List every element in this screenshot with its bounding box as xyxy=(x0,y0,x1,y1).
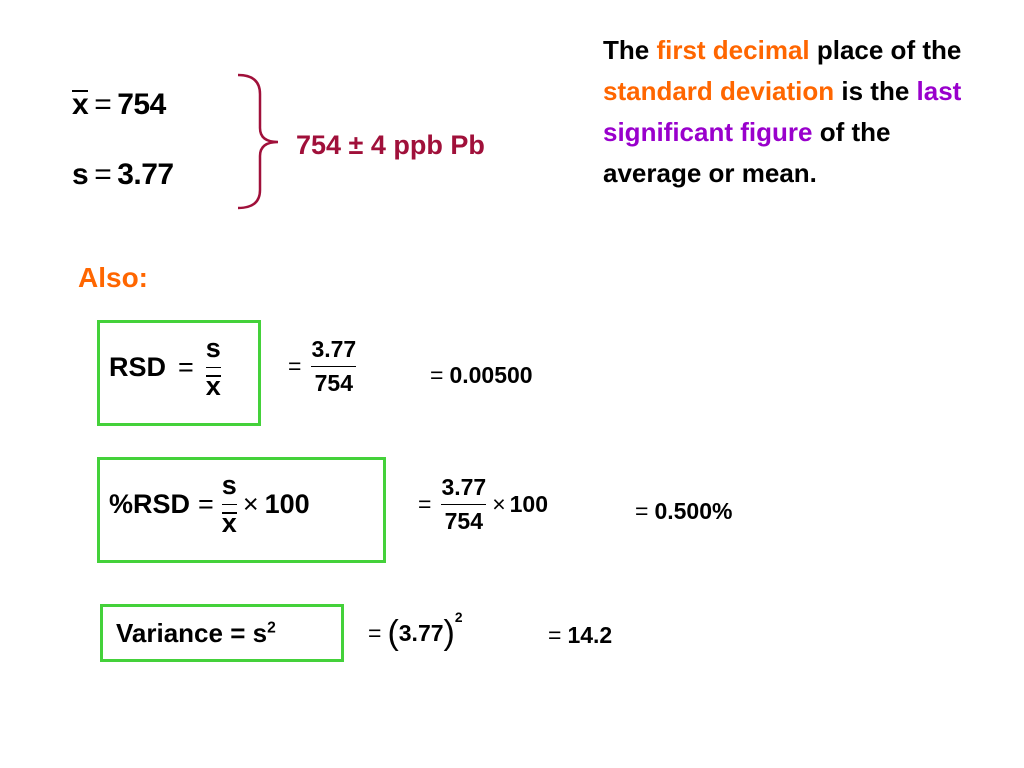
percent-rsd-result: = 0.500% xyxy=(635,498,732,525)
percent-rsd-label: %RSD xyxy=(109,489,191,519)
hundred-value: 100 xyxy=(264,489,310,519)
variance-exponent: 2 xyxy=(267,619,276,637)
variance-result-value: 14.2 xyxy=(567,622,613,648)
rsd-result-value: 0.00500 xyxy=(449,362,533,388)
percent-rsd-formula-box: %RSD = s x × 100 xyxy=(97,457,386,563)
rsd-label: RSD xyxy=(109,352,167,382)
equals-sign: = xyxy=(178,352,194,382)
open-paren: ( xyxy=(387,614,399,652)
fraction-numerator: s xyxy=(221,470,237,500)
note-highlight-standard-deviation: standard deviation xyxy=(603,76,835,106)
fraction-bar xyxy=(221,504,237,505)
equals-sign: = xyxy=(635,498,649,524)
equals-sign: = xyxy=(94,158,112,191)
x-bar-symbol: x xyxy=(221,508,237,538)
s-over-xbar-fraction: s x xyxy=(205,333,221,401)
sd-value: 3.77 xyxy=(117,158,174,191)
fraction-numerator: s xyxy=(205,333,221,363)
percent-rsd-substitution: = 3.77 754 × 100 xyxy=(418,476,548,533)
fraction-bar xyxy=(441,504,487,505)
close-paren: ) xyxy=(443,614,455,652)
sd-equation: s = 3.77 xyxy=(72,158,174,192)
mean-equation: x = 754 xyxy=(72,88,166,122)
fraction-numerator: 3.77 xyxy=(311,336,357,362)
note-text-2: place of the xyxy=(809,35,962,65)
rsd-substituted-fraction: 3.77 754 xyxy=(311,336,357,396)
fraction-denominator: 754 xyxy=(444,508,483,534)
note-highlight-last-significant-figure: last significant figure xyxy=(603,76,962,147)
times-sign: × xyxy=(492,491,506,517)
rsd-formula-box: RSD = s x xyxy=(97,320,261,426)
squared-exponent: 2 xyxy=(454,610,463,625)
fraction-bar xyxy=(311,366,357,367)
also-label: Also: xyxy=(78,262,148,293)
times-sign: × xyxy=(242,489,259,519)
fraction-numerator: 3.77 xyxy=(441,474,487,500)
note-text-1: The xyxy=(603,35,657,65)
note-highlight-first-decimal: first decimal xyxy=(656,35,810,65)
curly-brace-icon xyxy=(237,73,279,210)
s-symbol: s xyxy=(72,158,89,191)
percent-rsd-substituted-fraction: 3.77 754 xyxy=(441,474,487,534)
equals-sign: = xyxy=(548,622,562,648)
variance-substitution: = ( 3.77 ) 2 xyxy=(368,610,463,653)
variance-label: Variance = s xyxy=(116,618,268,648)
note-text-4: of the average or mean. xyxy=(603,117,891,188)
rsd-result: = 0.00500 xyxy=(430,362,533,389)
equals-sign: = xyxy=(430,362,444,388)
explanation-note: The first decimal place of the standard … xyxy=(603,30,993,194)
summary-result: 754 ± 4 ppb Pb xyxy=(296,130,485,160)
x-bar-symbol: x xyxy=(205,371,221,401)
hundred-value: 100 xyxy=(509,491,549,517)
mean-value: 754 xyxy=(117,88,166,121)
equals-sign: = xyxy=(418,491,432,517)
s-over-xbar-fraction: s x xyxy=(221,470,237,538)
equals-sign: = xyxy=(288,353,302,379)
variance-sd-value: 3.77 xyxy=(398,620,444,646)
fraction-denominator: 754 xyxy=(314,370,353,396)
variance-result: = 14.2 xyxy=(548,622,612,649)
percent-rsd-result-value: 0.500% xyxy=(654,498,733,524)
rsd-substitution: = 3.77 754 xyxy=(288,336,357,396)
variance-formula-box: Variance = s2 xyxy=(100,604,344,662)
equals-sign: = xyxy=(94,88,112,121)
fraction-bar xyxy=(205,367,221,368)
note-text-3: is the xyxy=(834,76,917,106)
equals-sign: = xyxy=(368,620,382,646)
x-bar-symbol: x xyxy=(72,88,89,121)
equals-sign: = xyxy=(198,489,214,519)
